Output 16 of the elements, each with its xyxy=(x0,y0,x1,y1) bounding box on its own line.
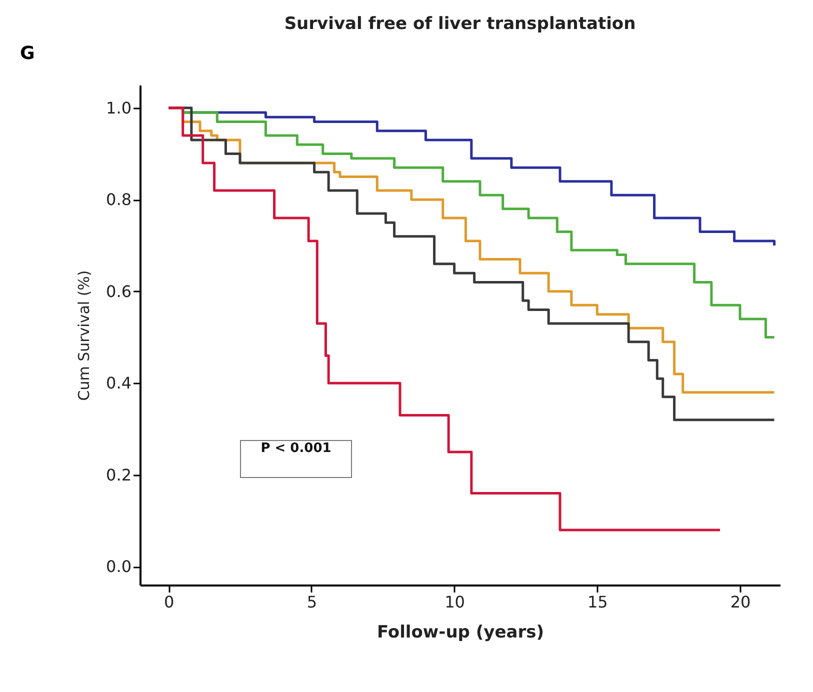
text: G xyxy=(20,43,35,64)
x-tick-label: 20 xyxy=(730,592,751,612)
y-tick-label: 0.0 xyxy=(106,557,132,576)
y-tick-label: 0.6 xyxy=(106,282,132,301)
x-tick-label: 0 xyxy=(164,592,174,612)
y-tick-label: 0.4 xyxy=(106,374,132,393)
y-tick-label: 1.0 xyxy=(106,98,132,118)
y-tick-label: 0.2 xyxy=(106,465,132,484)
y-tick-label: 0.8 xyxy=(106,190,132,210)
chart-title: Survival free of liver transplantation xyxy=(284,14,636,34)
x-tick-label: 5 xyxy=(306,592,318,612)
x-tick-label: 15 xyxy=(587,592,608,612)
x-axis-title: Follow-up (years) xyxy=(376,622,544,642)
y-axis-title: Cum Survival (%) xyxy=(75,270,94,401)
x-tick-label: 10 xyxy=(444,592,465,612)
text-box: P < 0.001 xyxy=(240,440,352,478)
